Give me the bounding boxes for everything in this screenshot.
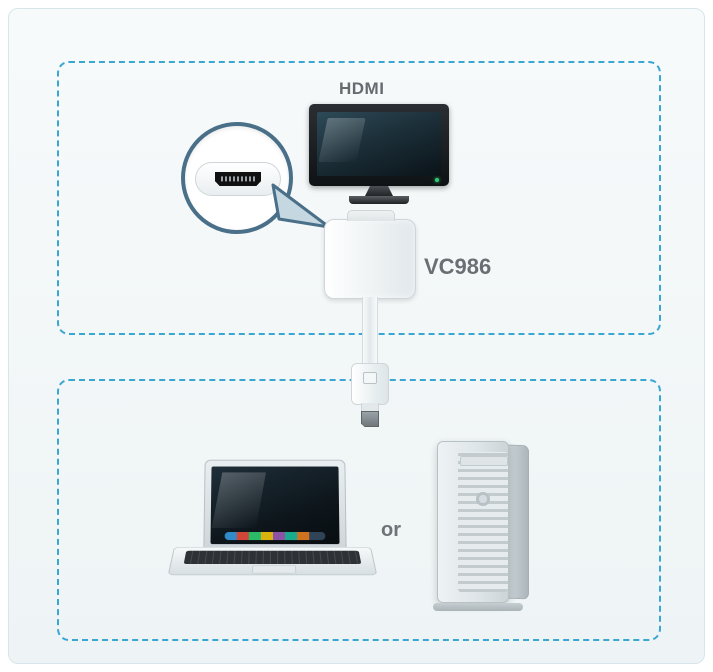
monitor-led xyxy=(435,178,439,182)
tower-logo-icon xyxy=(476,492,490,506)
tower-grill xyxy=(458,452,508,592)
dp-neck xyxy=(361,403,379,411)
diagram-panel: HDMI VC986 xyxy=(8,8,705,664)
dp-metal-tip xyxy=(361,411,379,427)
hdmi-label: HDMI xyxy=(339,79,384,99)
laptop-dock-icons xyxy=(225,532,326,540)
adapter-body-icon xyxy=(324,219,416,299)
tower-optical-drive xyxy=(460,456,508,466)
adapter-cable xyxy=(362,297,378,365)
tower-front xyxy=(437,441,509,603)
desktop-tower-icon xyxy=(427,441,532,611)
monitor-base xyxy=(349,196,409,204)
tower-foot xyxy=(433,603,523,611)
laptop-base xyxy=(168,547,378,575)
port-housing xyxy=(195,162,281,196)
tower-side xyxy=(507,445,529,600)
laptop-screen xyxy=(210,467,339,545)
product-model-label: VC986 xyxy=(424,254,491,280)
laptop-lid xyxy=(203,460,346,552)
laptop-trackpad xyxy=(252,565,297,573)
dp-grip xyxy=(351,363,389,405)
or-label: or xyxy=(381,519,401,542)
hdmi-pins xyxy=(221,176,255,181)
displayport-plug-icon xyxy=(349,363,389,425)
monitor-screen xyxy=(317,112,441,176)
laptop-icon xyxy=(174,459,369,599)
laptop-keyboard xyxy=(184,551,362,564)
diagram-container: HDMI VC986 xyxy=(0,0,713,672)
hdmi-port-icon xyxy=(215,172,261,186)
monitor-bezel xyxy=(309,104,449,186)
